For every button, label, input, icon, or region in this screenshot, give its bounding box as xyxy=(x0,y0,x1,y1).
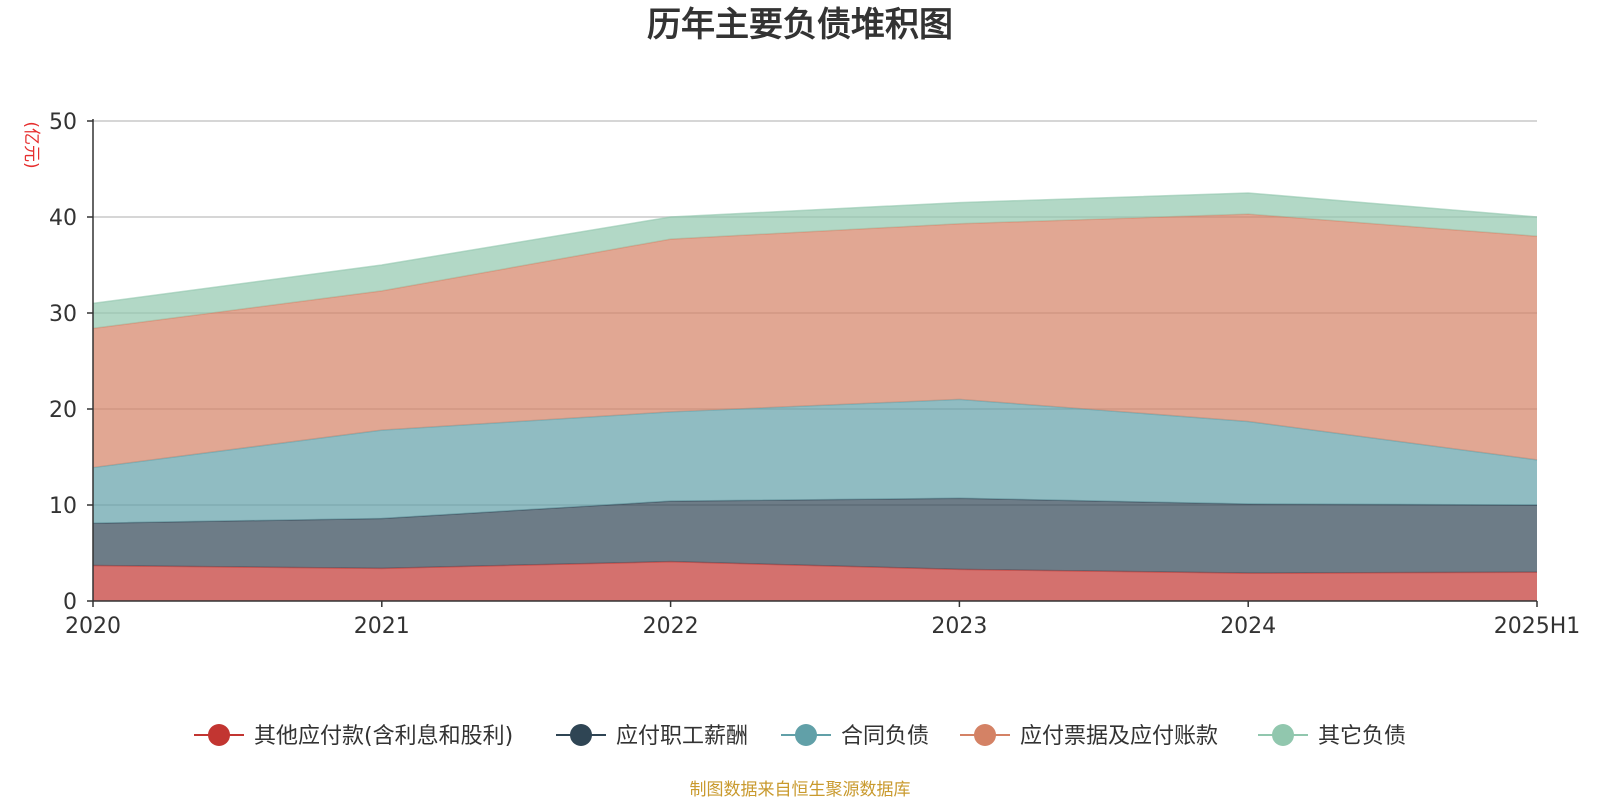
legend-marker-2 xyxy=(795,724,817,746)
line-series-4 xyxy=(92,192,1538,305)
legend-label-3: 应付票据及应付账款 xyxy=(1020,724,1218,749)
y-tick-label-10: 10 xyxy=(49,494,77,519)
legend-label-2: 合同负债 xyxy=(841,724,929,749)
y-tick-label-30: 30 xyxy=(49,302,77,327)
area-series-4 xyxy=(93,193,1537,329)
area-series-2 xyxy=(93,399,1537,524)
legend-marker-0 xyxy=(208,724,230,746)
legend-item-4[interactable]: 其它负债 xyxy=(1258,724,1406,749)
legend-label-0: 其他应付款(含利息和股利) xyxy=(254,724,513,749)
x-tick-label-5: 2025H1 xyxy=(1494,614,1581,639)
area-series-3 xyxy=(93,214,1537,468)
axes: 0 10 20 30 40 50 2020 2021 2022 2023 2024 2025H1 xyxy=(49,110,1580,639)
x-tick-label-1: 2021 xyxy=(354,614,410,639)
legend-item-3[interactable]: 应付票据及应付账款 xyxy=(960,724,1218,749)
y-tick-label-40: 40 xyxy=(49,206,77,231)
legend-label-4: 其它负债 xyxy=(1318,724,1406,749)
data-source-note: 制图数据来自恒生聚源数据库 xyxy=(690,780,911,800)
legend-item-1[interactable]: 应付职工薪酬 xyxy=(556,724,748,749)
legend[interactable]: 其他应付款(含利息和股利) 应付职工薪酬 合同负债 应付票据及应付账款 其它负债 xyxy=(194,724,1406,749)
series-areas xyxy=(92,192,1538,601)
y-tick-label-50: 50 xyxy=(49,110,77,135)
y-tick-label-20: 20 xyxy=(49,398,77,423)
legend-marker-4 xyxy=(1272,724,1294,746)
x-tick-label-3: 2023 xyxy=(931,614,987,639)
chart-title: 历年主要负债堆积图 xyxy=(647,5,953,45)
x-tick-label-2: 2022 xyxy=(643,614,699,639)
area-series-1 xyxy=(93,498,1537,574)
legend-marker-3 xyxy=(974,724,996,746)
x-tick-label-0: 2020 xyxy=(65,614,121,639)
x-tick-label-4: 2024 xyxy=(1220,614,1276,639)
legend-item-2[interactable]: 合同负债 xyxy=(781,724,929,749)
legend-item-0[interactable]: 其他应付款(含利息和股利) xyxy=(194,724,513,749)
area-series-0 xyxy=(93,561,1537,601)
y-axis-unit-label: (亿元) xyxy=(21,121,41,168)
y-tick-label-0: 0 xyxy=(63,590,77,615)
legend-label-1: 应付职工薪酬 xyxy=(616,724,748,749)
legend-marker-1 xyxy=(570,724,592,746)
